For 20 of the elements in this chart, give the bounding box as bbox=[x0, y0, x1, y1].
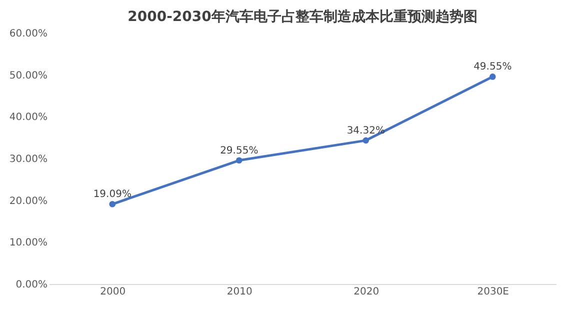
y-tick-label: 50.00% bbox=[9, 70, 48, 82]
data-label: 19.09% bbox=[93, 189, 132, 200]
y-tick-label: 40.00% bbox=[9, 112, 48, 124]
x-tick-label: 2020 bbox=[354, 286, 380, 298]
y-tick-label: 0.00% bbox=[16, 280, 48, 290]
data-label: 49.55% bbox=[474, 62, 512, 73]
y-tick-label: 20.00% bbox=[9, 196, 48, 207]
x-tick-label: 2000 bbox=[100, 286, 126, 298]
data-label: 29.55% bbox=[220, 145, 258, 156]
point bbox=[236, 157, 242, 164]
y-tick-label: 60.00% bbox=[9, 28, 48, 40]
point bbox=[109, 200, 116, 208]
y-tick-label: 10.00% bbox=[9, 238, 48, 249]
point bbox=[362, 137, 370, 144]
x-tick-label: 2010 bbox=[226, 286, 252, 298]
x-tick-label: 2030E bbox=[477, 286, 510, 298]
point bbox=[489, 74, 496, 80]
data-label: 34.32% bbox=[346, 125, 385, 136]
chart-title: 2000-2030年汽车电子占整车制造成本比重预测趋势图 bbox=[128, 8, 478, 25]
y-tick-label: 30.00% bbox=[9, 154, 48, 165]
